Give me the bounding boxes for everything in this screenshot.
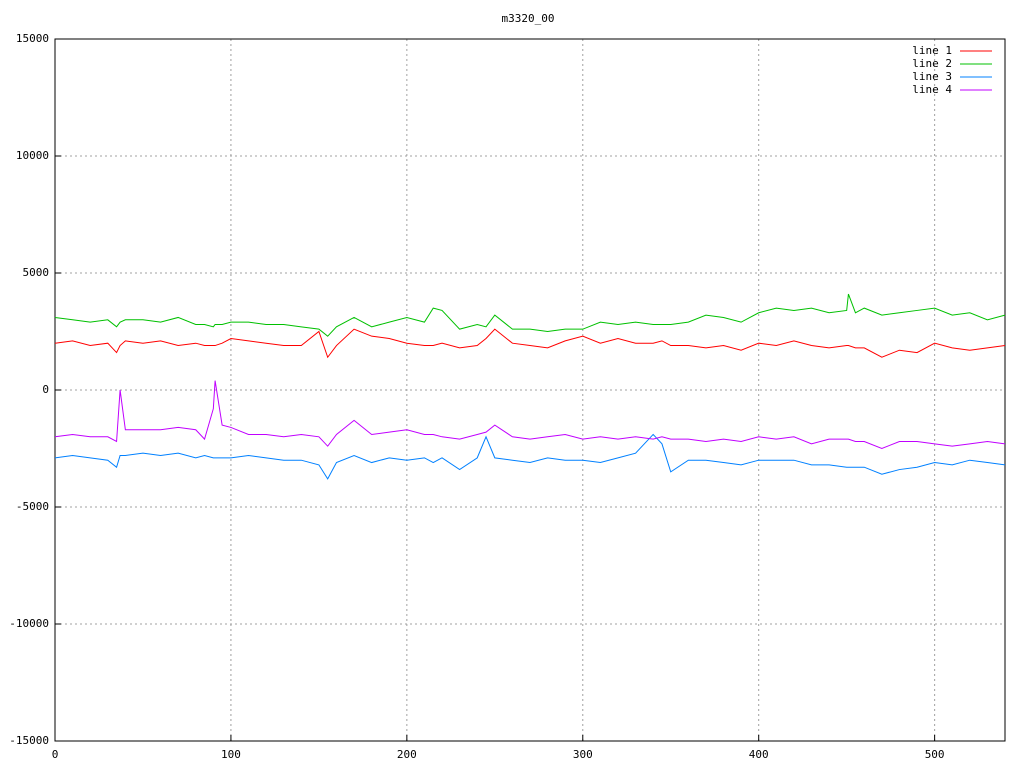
series-line xyxy=(54,380,1006,450)
x-tick-label: 200 xyxy=(397,748,417,761)
x-tick-label: 0 xyxy=(52,748,59,761)
y-tick-label: 15000 xyxy=(16,32,49,45)
series-line xyxy=(54,328,1006,359)
x-tick-label: 400 xyxy=(749,748,769,761)
series-line xyxy=(54,293,1006,337)
x-tick-label: 100 xyxy=(221,748,241,761)
plot-border xyxy=(54,38,1006,742)
x-tick-label: 500 xyxy=(925,748,945,761)
y-tick-label: 5000 xyxy=(23,266,50,279)
x-tick-label: 300 xyxy=(573,748,593,761)
y-tick-label: 10000 xyxy=(16,149,49,162)
series-line xyxy=(54,433,1006,480)
y-tick-label: -15000 xyxy=(9,734,49,747)
legend-label: line 1 xyxy=(912,44,952,57)
y-tick-label: 0 xyxy=(42,383,49,396)
y-tick-label: -10000 xyxy=(9,617,49,630)
y-tick-label: -5000 xyxy=(16,500,49,513)
legend-label: line 4 xyxy=(912,83,952,96)
chart-title: m3320_00 xyxy=(502,12,555,25)
legend-label: line 2 xyxy=(912,57,952,70)
legend-label: line 3 xyxy=(912,70,952,83)
